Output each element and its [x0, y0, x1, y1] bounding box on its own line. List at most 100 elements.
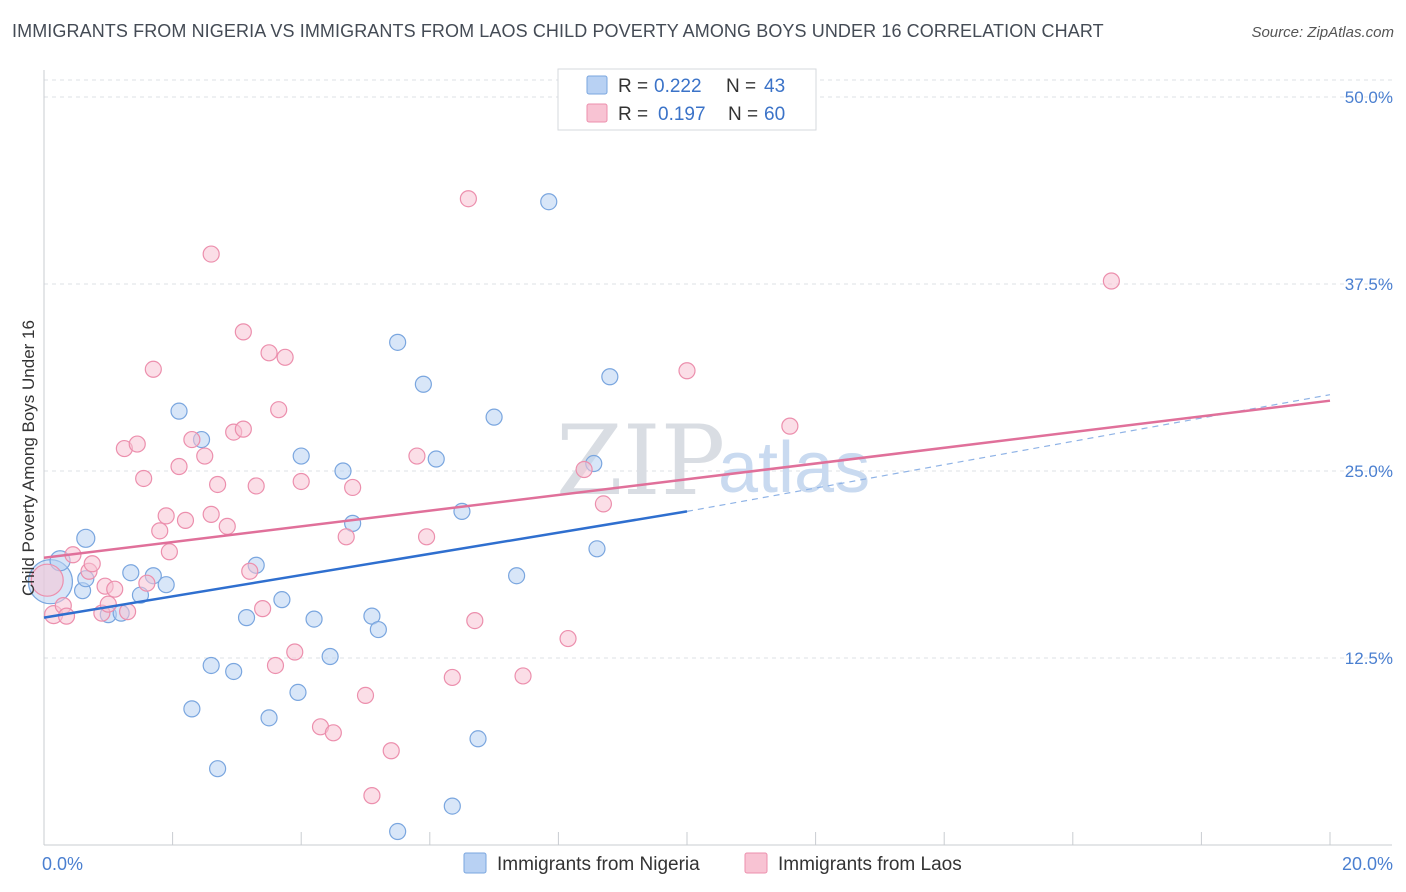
nigeria-point-10: [157, 576, 175, 594]
nigeria-point-33: [443, 797, 461, 815]
laos-point-39: [292, 472, 310, 491]
laos-point-21: [176, 511, 195, 529]
series-laos-points: [30, 190, 1120, 805]
y-tick-label-1: 25.0%: [1345, 462, 1393, 481]
laos-point-17: [151, 522, 169, 540]
nigeria-point-35: [469, 730, 487, 748]
laos-point-30: [234, 323, 252, 341]
axes: [43, 70, 1392, 846]
nigeria-point-15: [209, 760, 227, 778]
y-tick-label-3: 50.0%: [1345, 88, 1393, 107]
nigeria-point-17: [237, 609, 256, 627]
y-tick-label-0: 12.5%: [1345, 649, 1393, 668]
series-nigeria-points: [27, 193, 619, 841]
bottom-legend-label-laos: Immigrants from Laos: [778, 854, 962, 875]
nigeria-point-21: [289, 683, 307, 702]
legend-top: R = 0.222 N = 43 R = 0.197 N = 60: [557, 68, 817, 131]
laos-point-27: [218, 517, 236, 535]
chart-title: IMMIGRANTS FROM NIGERIA VS IMMIGRANTS FR…: [12, 21, 1104, 41]
bottom-legend-label-nigeria: Immigrants from Nigeria: [497, 854, 700, 875]
laos-point-18: [157, 507, 175, 525]
laos-point-9: [99, 595, 117, 613]
laos-point-3: [57, 607, 76, 625]
legend-r-value-laos: 0.197: [658, 104, 706, 125]
laos-point-20: [170, 457, 188, 476]
laos-point-12: [118, 603, 137, 621]
bottom-legend-swatch-laos: [744, 852, 768, 874]
laos-point-43: [344, 478, 362, 497]
nigeria-point-40: [588, 540, 606, 558]
laos-point-24: [202, 505, 220, 523]
laos-point-13: [128, 435, 146, 453]
legend-swatch-nigeria: [586, 75, 608, 95]
nigeria-point-30: [389, 822, 407, 841]
laos-point-26: [209, 475, 227, 494]
laos-point-54: [575, 460, 593, 479]
nigeria-point-36: [485, 408, 503, 426]
legend-r-label-nigeria: R =: [618, 76, 648, 97]
y-tick-label-2: 37.5%: [1345, 275, 1393, 294]
x-tick-label-1: 20.0%: [1342, 854, 1393, 874]
laos-point-29: [234, 420, 252, 438]
nigeria-point-38: [540, 193, 558, 211]
laos-point-35: [266, 656, 285, 675]
trend-lines: [43, 394, 1331, 619]
nigeria-point-29: [389, 333, 407, 351]
laos-point-23: [196, 447, 214, 465]
laos-point-37: [276, 348, 294, 366]
laos-point-51: [466, 611, 484, 630]
laos-point-47: [408, 447, 426, 465]
nigeria-point-24: [321, 647, 339, 666]
laos-point-22: [183, 430, 201, 449]
nigeria-point-20: [273, 591, 291, 609]
nigeria-point-31: [414, 375, 432, 393]
nigeria-point-19: [260, 709, 278, 727]
laos-point-16: [144, 360, 162, 378]
nigeria-point-16: [225, 662, 243, 681]
laos-point-38: [286, 643, 304, 661]
watermark: ZIP atlas: [556, 405, 870, 517]
legend-r-label-laos: R =: [618, 104, 648, 125]
laos-point-53: [559, 629, 577, 648]
laos-point-55: [594, 495, 613, 513]
laos-point-15: [138, 574, 156, 592]
trend-line-nigeria: [43, 510, 688, 619]
laos-point-19: [160, 543, 178, 561]
legend-n-value-laos: 60: [764, 104, 785, 125]
legend-r-value-nigeria: 0.222: [654, 76, 702, 97]
laos-point-6: [83, 555, 101, 573]
laos-point-34: [260, 344, 278, 362]
nigeria-point-25: [334, 462, 352, 480]
nigeria-point-32: [427, 450, 445, 468]
laos-point-44: [356, 686, 375, 705]
source-label: Source: ZipAtlas.com: [1251, 24, 1394, 41]
legend-bottom: Immigrants from Nigeria Immigrants from …: [463, 852, 962, 875]
laos-point-31: [241, 562, 259, 580]
nigeria-point-3: [76, 528, 96, 548]
legend-n-label-nigeria: N =: [726, 76, 756, 97]
laos-point-32: [247, 477, 265, 495]
nigeria-point-14: [202, 656, 220, 675]
nigeria-point-28: [369, 620, 387, 639]
laos-point-42: [337, 528, 355, 546]
watermark-atlas: atlas: [718, 428, 870, 508]
laos-point-10: [106, 580, 124, 598]
nigeria-point-37: [508, 567, 526, 585]
laos-point-33: [254, 600, 272, 618]
nigeria-point-22: [292, 447, 310, 465]
laos-point-36: [270, 401, 288, 419]
laos-point-58: [1102, 272, 1120, 290]
nigeria-point-23: [305, 610, 323, 628]
laos-point-56: [678, 362, 696, 380]
laos-point-14: [135, 469, 153, 488]
legend-n-label-laos: N =: [728, 104, 758, 125]
x-tick-labels: 0.0% 20.0%: [42, 854, 1393, 874]
laos-point-0: [30, 563, 64, 597]
nigeria-point-41: [601, 368, 619, 386]
laos-point-52: [514, 667, 532, 685]
y-tick-labels: 12.5% 25.0% 37.5% 50.0%: [1345, 88, 1393, 668]
legend-swatch-laos: [586, 103, 608, 123]
legend-n-value-nigeria: 43: [764, 76, 785, 97]
y-axis-label: Child Poverty Among Boys Under 16: [19, 320, 38, 596]
